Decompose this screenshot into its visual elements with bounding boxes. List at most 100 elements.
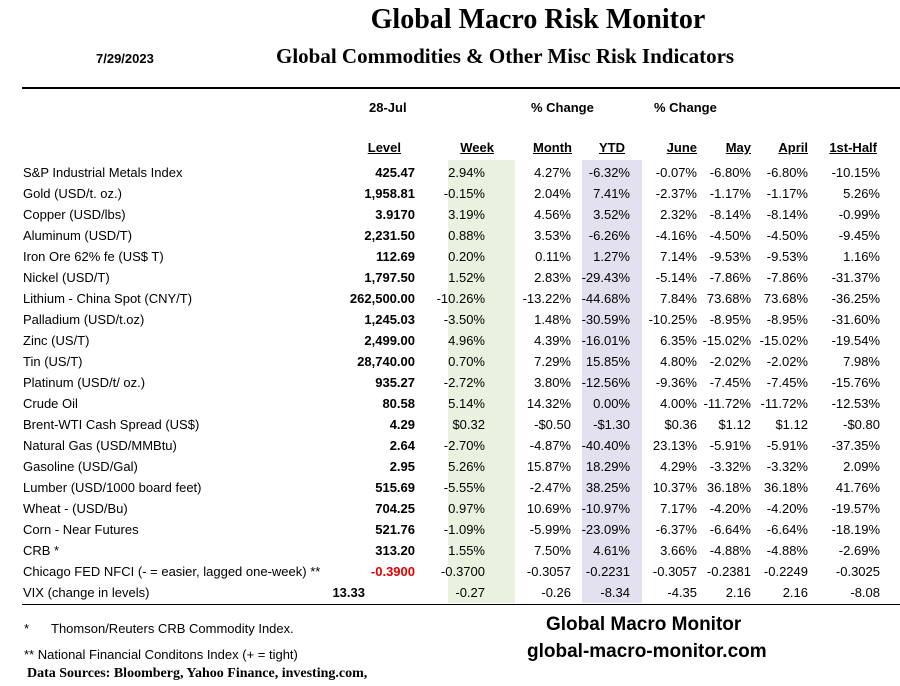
table-row: Lithium - China Spot (CNY/T) 262,500.00 -1… [0,288,900,309]
cell-week: 1.55% [448,543,485,558]
cell-level: 112.69 [375,249,415,264]
cell-h1: -15.76% [831,375,880,390]
cell-ytd: 1.27% [593,249,630,264]
cell-week: 0.88% [448,228,485,243]
cell-may: -1.17% [709,186,751,201]
cell-april: -1.17% [766,186,808,201]
cell-level: 935.27 [375,375,415,390]
cell-ytd: -8.34 [600,585,630,600]
cell-ytd: -40.40% [581,438,630,453]
cell-ytd: 15.85% [585,354,630,369]
cell-april: -15.02% [759,333,808,348]
cell-name: Copper (USD/lbs) [23,207,126,222]
cell-name: Aluminum (USD/T) [23,228,133,243]
cell-level: 262,500.00 [349,291,415,306]
table-row: Gold (USD/t. oz.) 1,958.81 -0.15% 2.04% 7.41… [0,183,900,204]
cell-april: 36.18% [763,480,808,495]
cell-level: 2,231.50 [364,228,415,243]
cell-may: -8.95% [709,312,751,327]
cell-month: 1.48% [534,312,571,327]
week-column-highlight [448,160,515,603]
cell-april: -11.72% [760,396,808,411]
data-sources: Data Sources: Bloomberg, Yahoo Finance, … [27,666,368,681]
cell-week: -0.3700 [440,564,485,579]
cell-h1: 5.26% [843,186,880,201]
cell-april: -6.64% [766,522,808,537]
cell-level: 3.9170 [375,207,415,222]
cell-name: Lumber (USD/1000 board feet) [23,480,202,495]
cell-april: -5.91% [766,438,808,453]
cell-level: 1,958.81 [364,186,415,201]
cell-month: -0.26 [541,585,571,600]
cell-may: 2.16 [725,585,751,600]
table-row: S&P Industrial Metals Index 425.47 2.94% 4.… [0,162,900,183]
cell-ytd: -16.01% [581,333,630,348]
table-row: Wheat - (USD/Bu) 704.25 0.97% 10.69% -10.97%… [0,498,900,519]
table-row: Platinum (USD/t/ oz.) 935.27 -2.72% 3.80% -1… [0,372,900,393]
cell-level: 4.29 [389,417,415,432]
cell-ytd: 18.29% [585,459,630,474]
cell-may: -4.20% [709,501,751,516]
cell-april: -9.53% [766,249,808,264]
cell-name: Iron Ore 62% fe (US$ T) [23,249,164,264]
cell-month: 4.27% [534,165,571,180]
cell-june: -0.3057 [652,564,697,579]
cell-h1: -31.60% [831,312,880,327]
cell-june: 7.17% [660,501,697,516]
cell-level: -0.3900 [370,564,415,579]
cell-h1: 2.09% [843,459,880,474]
cell-level: 2.95 [389,459,415,474]
cell-april: -4.20% [766,501,808,516]
brand-website[interactable]: global-macro-monitor.com [527,641,767,662]
cell-april: 73.68% [763,291,808,306]
cell-may: -4.50% [709,228,751,243]
cell-june: -0.07% [655,165,697,180]
cell-april: -3.32% [766,459,808,474]
cell-month: -2.47% [529,480,571,495]
col-header-ytd: YTD [599,140,625,155]
cell-june: $0.36 [664,417,697,432]
table-row: VIX (change in levels) 13.33 -0.27 -0.26 -8.… [0,582,900,603]
cell-name: CRB * [23,543,60,558]
cell-month: 10.69% [526,501,571,516]
cell-level: 1,245.03 [364,312,415,327]
cell-month: -$0.50 [534,417,571,432]
cell-week: -5.55% [443,480,485,495]
table-row: Aluminum (USD/T) 2,231.50 0.88% 3.53% -6.26%… [0,225,900,246]
cell-ytd: 3.52% [593,207,630,222]
cell-week: 4.96% [448,333,485,348]
cell-week: 5.26% [448,459,485,474]
col-header-week: Week [460,140,494,155]
cell-h1: -$0.80 [843,417,880,432]
cell-week: 3.19% [448,207,485,222]
cell-week: -1.09% [443,522,485,537]
cell-may: -15.02% [702,333,751,348]
cell-may: -8.14% [709,207,751,222]
cell-level: 2,499.00 [364,333,415,348]
cell-name: Chicago FED NFCI (- = easier, lagged one… [23,564,321,579]
footnote-1: Thomson/Reuters CRB Commodity Index. [51,621,294,636]
cell-april: -8.95% [766,312,808,327]
cell-h1: -0.99% [838,207,880,222]
cell-june: -2.37% [655,186,697,201]
cell-month: 7.29% [534,354,571,369]
cell-april: -2.02% [766,354,808,369]
cell-april: -4.88% [766,543,808,558]
cell-month: 15.87% [526,459,571,474]
cell-april: -0.2249 [763,564,808,579]
cell-ytd: -12.56% [581,375,630,390]
cell-may: $1.12 [718,417,751,432]
cell-april: 2.16 [782,585,808,600]
cell-june: -9.36% [655,375,697,390]
cell-may: -0.2381 [706,564,751,579]
cell-month: 14.32% [526,396,571,411]
cell-ytd: -$1.30 [593,417,630,432]
cell-h1: 7.98% [843,354,880,369]
pct-change-label: % Change [531,100,594,115]
cell-june: -6.37% [655,522,697,537]
cell-level: 13.33 [332,585,365,600]
cell-ytd: -0.2231 [585,564,630,579]
cell-june: 23.13% [652,438,697,453]
cell-may: -5.91% [709,438,751,453]
cell-may: 36.18% [706,480,751,495]
